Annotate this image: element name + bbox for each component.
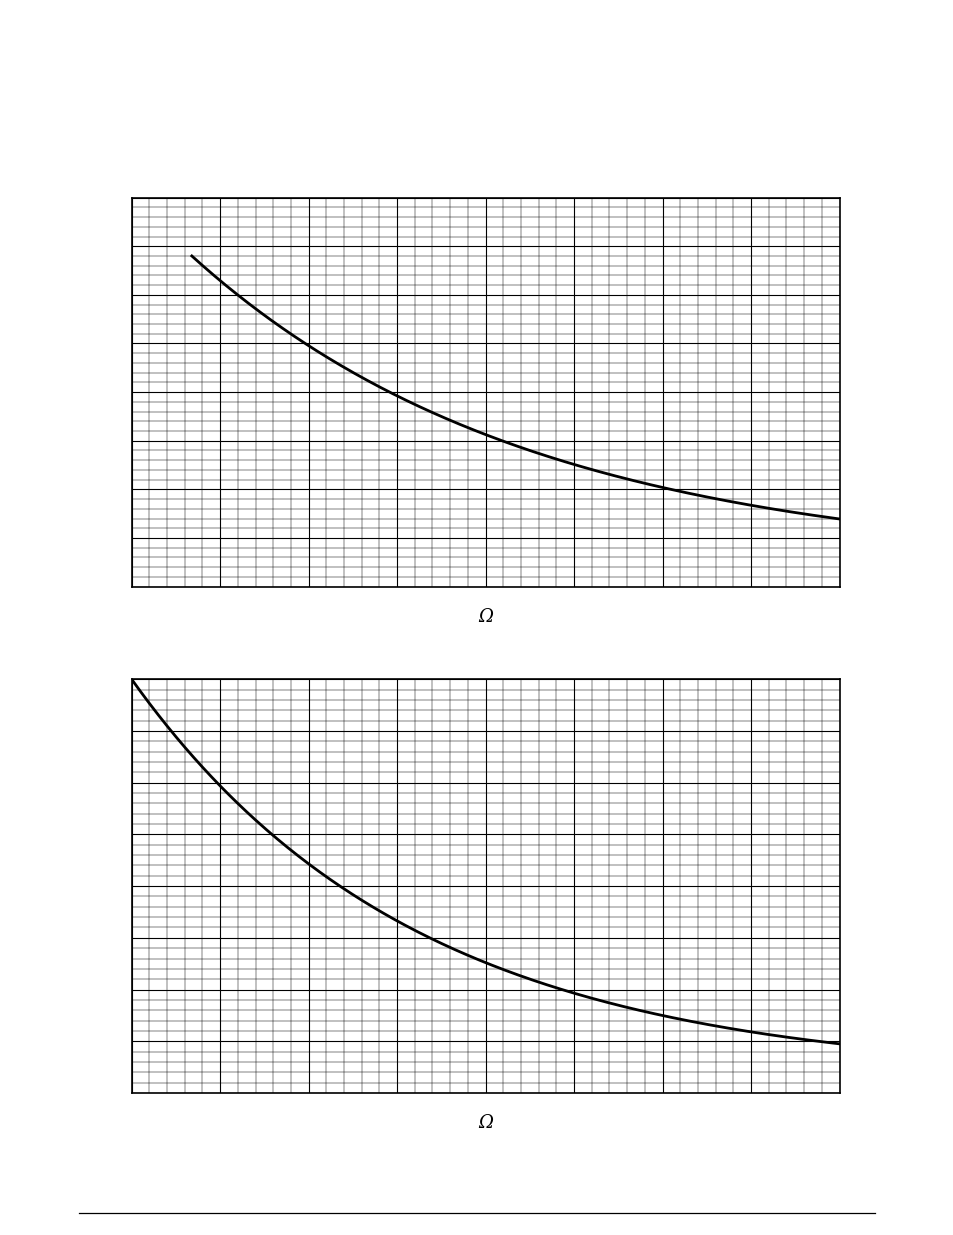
Text: Ω: Ω bbox=[477, 608, 493, 626]
Text: Ω: Ω bbox=[477, 1114, 493, 1132]
